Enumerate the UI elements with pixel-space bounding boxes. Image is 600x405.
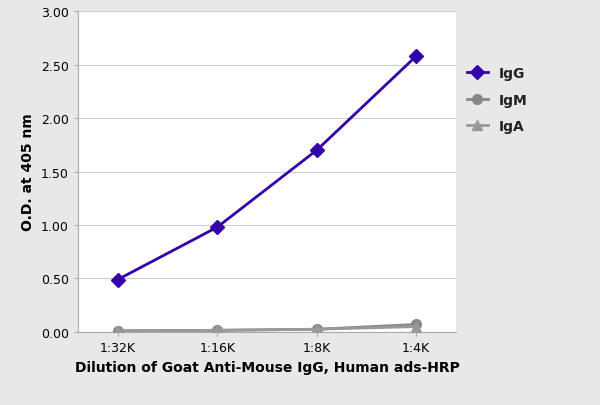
Y-axis label: O.D. at 405 nm: O.D. at 405 nm — [22, 113, 35, 231]
X-axis label: Dilution of Goat Anti-Mouse IgG, Human ads-HRP: Dilution of Goat Anti-Mouse IgG, Human a… — [74, 360, 460, 373]
Legend: IgG, IgM, IgA: IgG, IgM, IgA — [467, 67, 527, 134]
